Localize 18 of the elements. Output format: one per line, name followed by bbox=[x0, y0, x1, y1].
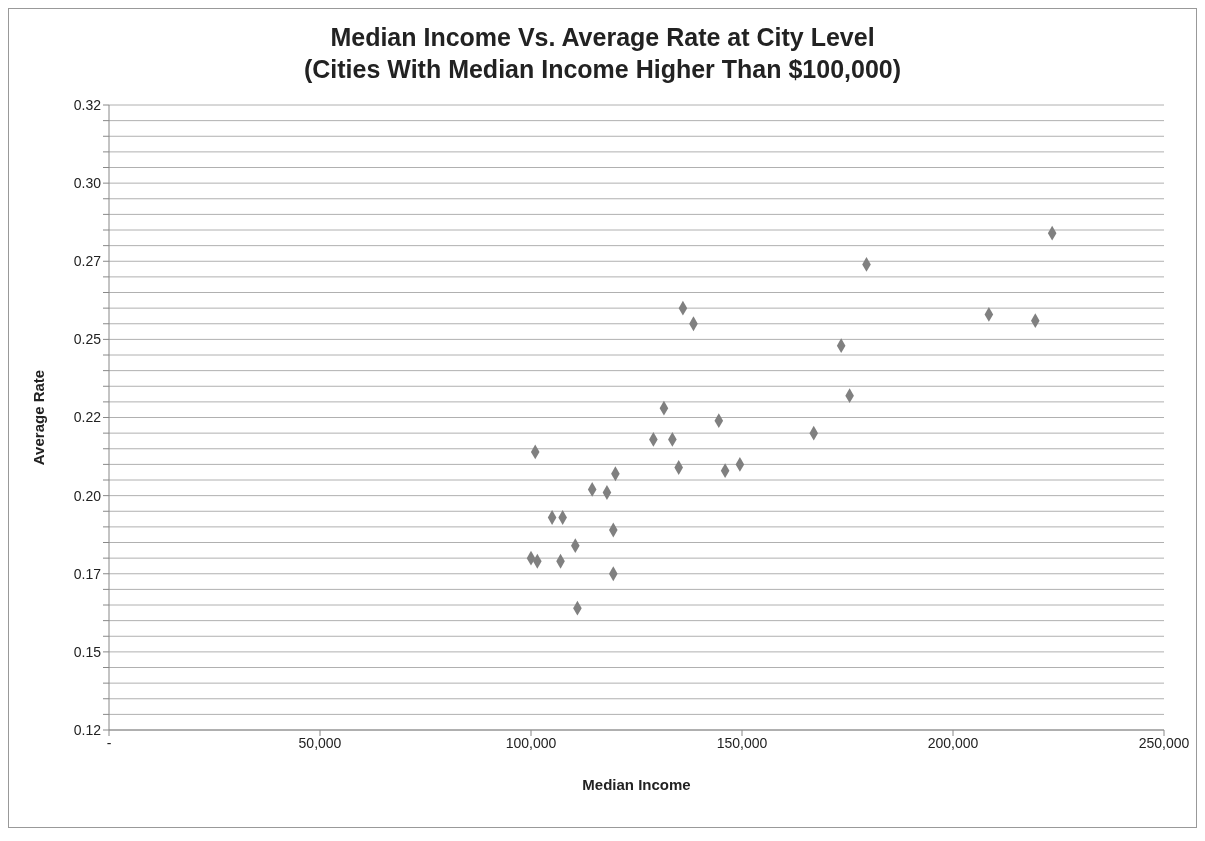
x-tick-label: 50,000 bbox=[298, 734, 342, 751]
x-tick-label: 150,000 bbox=[716, 734, 768, 751]
x-tick-label: 200,000 bbox=[927, 734, 979, 751]
y-tick-label: 0.15 bbox=[73, 643, 102, 660]
y-tick-label: 0.32 bbox=[73, 96, 102, 113]
y-tick-label: 0.22 bbox=[73, 409, 102, 426]
y-axis-title: Average Rate bbox=[30, 369, 48, 466]
y-tick-label: 0.17 bbox=[73, 565, 102, 582]
y-tick-label: 0.20 bbox=[73, 487, 102, 504]
y-tick-label: 0.27 bbox=[73, 253, 102, 270]
y-tick-label: 0.12 bbox=[73, 721, 102, 738]
x-tick-label: 250,000 bbox=[1138, 734, 1190, 751]
y-tick-label: 0.30 bbox=[73, 175, 102, 192]
chart-title: Median Income Vs. Average Rate at City Level (Cities With Median Income Higher Than $100,000) bbox=[302, 22, 903, 85]
y-tick-label: 0.25 bbox=[73, 331, 102, 348]
x-tick-label: - bbox=[106, 734, 112, 751]
x-axis-title: Median Income bbox=[582, 776, 691, 793]
x-tick-label: 100,000 bbox=[505, 734, 557, 751]
